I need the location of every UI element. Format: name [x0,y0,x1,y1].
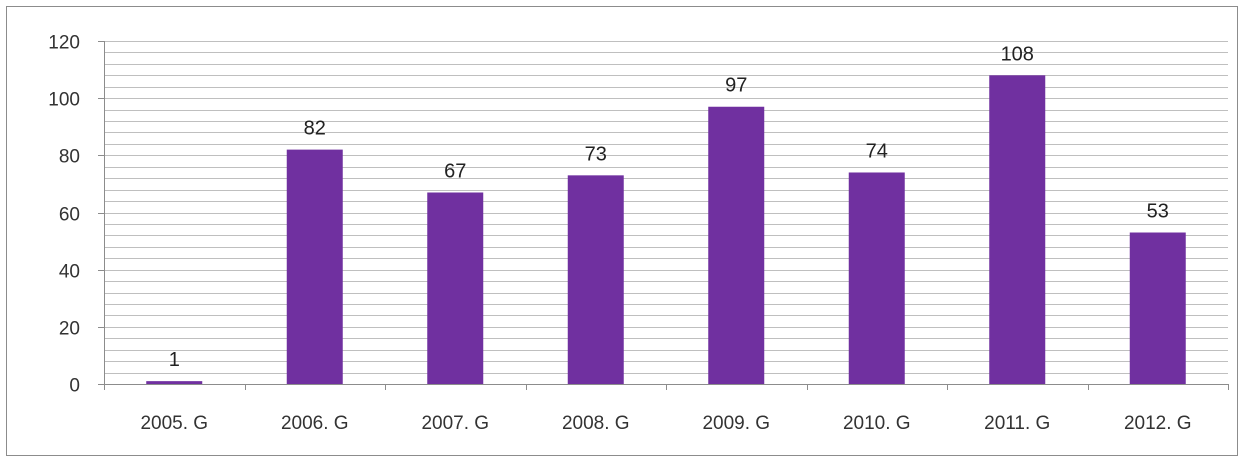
bar [989,75,1046,385]
y-tick-label: 100 [48,90,80,111]
x-tick-label: 2011. G [984,413,1050,434]
data-labels: 1 82 67 73 97 74 108 53 [169,43,1169,371]
y-tick-label: 80 [59,147,80,168]
y-tick-label: 40 [59,262,80,283]
bar [146,381,203,384]
data-label: 82 [304,118,326,140]
bar [848,172,905,384]
x-tick-label: 2005. G [140,413,208,434]
bar [286,149,343,384]
y-axis-ticks: 0 20 40 60 80 100 120 [48,33,104,397]
bar [567,175,624,384]
data-label: 67 [444,160,466,182]
data-label: 1 [169,349,180,371]
bars [146,75,1186,385]
y-tick-label: 120 [48,33,80,54]
data-label: 53 [1147,201,1169,223]
data-label: 97 [725,75,747,97]
bar [427,192,484,384]
y-tick-label: 20 [59,319,80,340]
x-tick-label: 2012. G [1124,413,1192,434]
grid-lines [104,41,1228,374]
x-tick-label: 2009. G [702,413,770,434]
x-tick-label: 2006. G [281,413,349,434]
data-label: 108 [1001,43,1034,65]
data-label: 74 [866,140,888,162]
axes [104,41,1228,385]
bar [1129,232,1186,384]
y-tick-label: 0 [69,376,80,397]
x-tick-label: 2007. G [421,413,489,434]
x-tick-label: 2010. G [843,413,911,434]
data-label: 73 [585,143,607,165]
x-tick-label: 2008. G [562,413,630,434]
bar [708,106,765,384]
y-tick-label: 60 [59,205,80,226]
x-axis-ticks: 2005. G 2006. G 2007. G 2008. G 2009. G 2010.… [104,384,1229,434]
